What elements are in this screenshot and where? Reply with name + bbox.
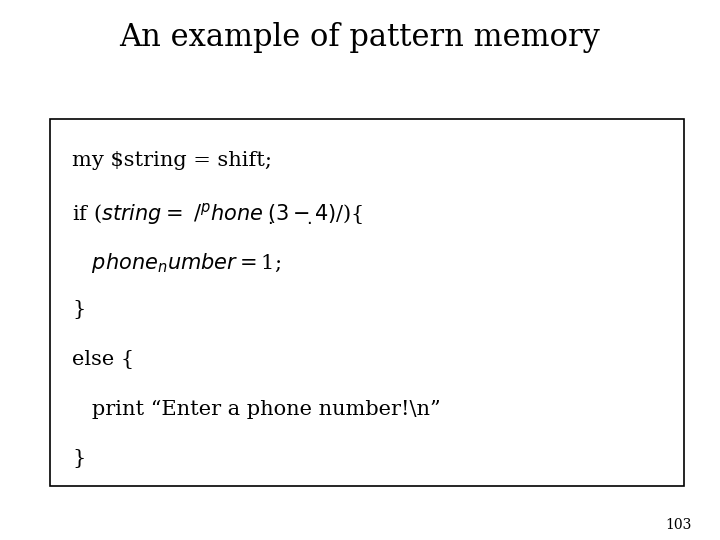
- Text: print “Enter a phone number!\n”: print “Enter a phone number!\n”: [72, 400, 441, 419]
- Text: $phone_number = $1;: $phone_number = $1;: [72, 251, 282, 274]
- Text: An example of pattern memory: An example of pattern memory: [120, 22, 600, 52]
- Text: else {: else {: [72, 350, 134, 369]
- Text: }: }: [72, 300, 85, 319]
- Text: if ($string =~ /^phone\:(\d{3}-\d{4})$/){: if ($string =~ /^phone\:(\d{3}-\d{4})$/)…: [72, 201, 364, 227]
- FancyBboxPatch shape: [50, 119, 684, 486]
- Text: 103: 103: [665, 518, 691, 532]
- Text: }: }: [72, 449, 85, 468]
- Text: my $string = shift;: my $string = shift;: [72, 151, 272, 170]
